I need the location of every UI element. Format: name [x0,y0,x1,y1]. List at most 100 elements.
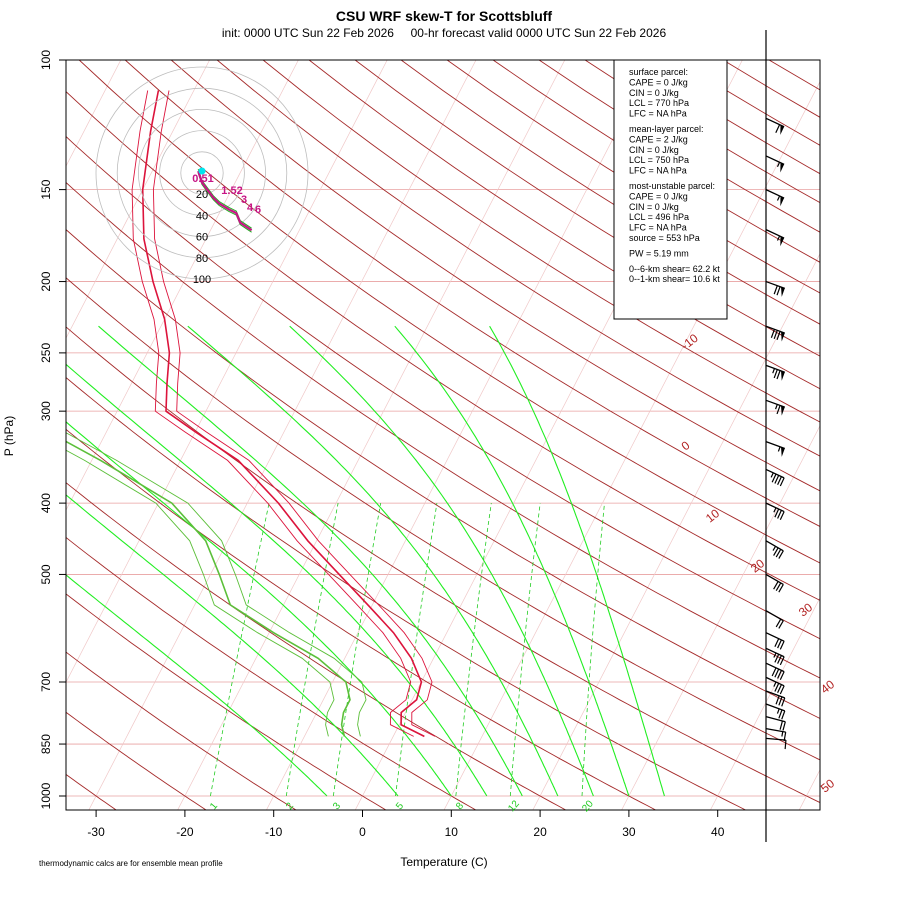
wind-barb-feather [775,695,780,705]
wind-barb [765,117,785,135]
dry-adiabat-line [66,376,747,810]
wind-barb-feather [775,618,782,628]
wind-barb [765,399,786,416]
wind-barb-feather [778,584,784,593]
wind-barb-feather [779,685,785,695]
dry-adiabat-line [66,228,820,719]
wind-barb-feather [773,681,777,687]
wind-barb-feather [771,473,777,483]
wind-barb-feather [776,331,781,341]
hodograph-line [197,170,253,232]
wind-barb-feather [774,508,780,518]
y-axis-label: P (hPa) [2,416,16,456]
wind-barb [765,325,786,342]
wind-barb-feather [773,330,778,339]
hodograph-member-line [197,172,252,233]
info-box-line: CAPE = 0 J/kg [629,77,688,87]
wind-barb [765,540,784,559]
wind-barb-feather [777,655,782,664]
hodograph-start-marker [198,167,206,175]
y-tick-label: 1000 [39,782,53,809]
isotherm-line [532,252,820,810]
hodograph-ring [116,87,288,259]
dry-adiabat-line [66,428,657,810]
wind-barb-feather [777,639,782,649]
x-tick-label: -10 [265,825,283,839]
wind-barb [765,737,787,750]
hodograph-point-label: 0.51 [192,173,213,185]
dry-adiabat-line [722,60,820,118]
wind-barb-flag [781,405,785,416]
y-tick-label: 150 [39,179,53,199]
mixing-ratio-label: 1 [208,800,220,812]
wind-barb-feather [774,638,780,648]
dry-adiabat-line [124,60,820,528]
moist-adiabat-line [66,363,488,797]
dry-adiabat-line [66,482,567,810]
hodograph-point-label: 3 [241,194,247,206]
wind-barb-feather [776,195,781,201]
moist-adiabat-line [98,325,523,797]
info-box-line: LFC = NA hPa [629,109,687,119]
wind-barb-feather [781,710,786,720]
wind-barbs [765,30,787,842]
info-box-line: surface parcel: [629,67,688,77]
y-tick-label: 100 [39,50,53,70]
dry-adiabat-line [216,60,820,457]
hodograph-ring-label: 100 [193,274,211,286]
mixing-ratio-line [455,503,492,797]
mixing-ratio-label: 8 [454,800,466,812]
wind-barb-feather [774,668,780,678]
wind-barb-feather [777,476,782,486]
wind-barb-staff [765,728,786,733]
isotherm-line [66,60,210,339]
info-box-line: 0--1-km shear= 10.6 kt [629,274,720,284]
info-box-line: CIN = 0 J/kg [629,88,679,98]
wind-barb-feather [779,656,785,666]
wind-barb-flag [781,447,785,457]
x-tick-label: -20 [176,825,194,839]
info-box-line: 0--6-km shear= 62.2 kt [629,264,720,274]
isotherm-line [710,596,820,810]
dry-adiabat-line [170,60,820,492]
dry-adiabat-line [262,60,820,423]
isotherm-label: 50 [818,776,837,795]
hodograph-ring-label: 80 [196,253,208,265]
info-box-line: LCL = 750 hPa [629,155,689,165]
x-tick-label: 40 [711,825,725,839]
wind-barb-feather [776,405,781,415]
y-tick-label: 250 [39,343,53,363]
x-axis-label: Temperature (C) [400,855,487,869]
wind-barb [765,715,786,731]
wind-barb-feather [776,286,781,296]
temperature-mean-line [141,90,425,738]
moist-adiabat-line [489,325,665,797]
plot-frame [65,59,821,811]
wind-barb [765,610,784,629]
mixing-ratio-label: 12 [506,798,522,814]
wind-barb [765,155,785,173]
hodograph-member-line [197,168,252,229]
wind-barb-flag [781,287,785,297]
isotherm-line [177,60,566,810]
dry-adiabat-line [78,60,820,564]
wind-barb [765,229,785,247]
wind-barb-feather [774,683,780,692]
wind-barb-feather [776,708,780,714]
mixing-ratio-label: 5 [394,800,406,812]
wind-barb-feather [772,368,776,374]
y-tick-label: 300 [39,401,53,421]
wind-barb-feather [777,670,782,679]
dewpoint-member-line [66,440,351,737]
wind-barb [765,468,785,487]
dewpoint-member-line [66,449,335,737]
footnote: thermodynamic calcs are for ensemble mea… [39,859,223,868]
moist-adiabat-line [289,325,594,797]
x-tick-label: -30 [87,825,105,839]
dry-adiabat-line [66,90,820,601]
wind-barb-feather [779,720,784,730]
chart-subtitle: init: 0000 UTC Sun 22 Feb 2026 00-hr for… [222,26,667,40]
wind-barb-feather [770,329,776,338]
wind-barb-feather [776,235,781,241]
